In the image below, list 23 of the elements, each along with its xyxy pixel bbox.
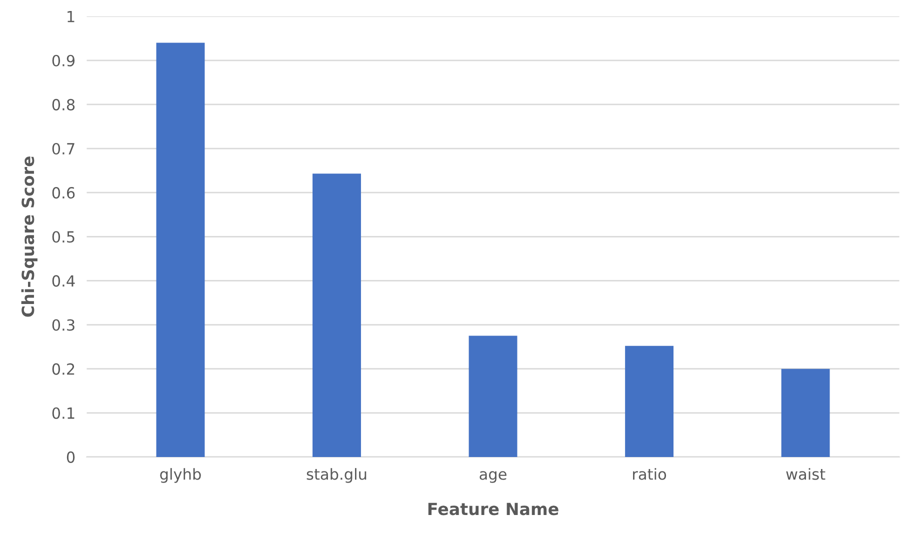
- y-tick-label: 0.7: [52, 142, 74, 155]
- x-tick-label: glyhb: [160, 468, 201, 483]
- x-tick-label: waist: [786, 468, 826, 480]
- x-tick-label: ratio: [633, 468, 666, 480]
- x-tick-label: stab.glu: [306, 468, 366, 483]
- y-tick-label: 0.6: [52, 187, 75, 199]
- bar: [312, 174, 361, 457]
- x-axis-title: Feature Name: [428, 502, 558, 516]
- y-tick-label: 0: [66, 451, 75, 463]
- y-tick-label: 0.1: [52, 407, 74, 419]
- x-tick-label: age: [480, 471, 506, 483]
- y-tick-label: 0.3: [52, 319, 74, 331]
- y-tick-label: 0.4: [52, 275, 75, 287]
- y-tick-label: 0.2: [52, 363, 74, 375]
- bar: [156, 42, 205, 457]
- y-tick-label: 0.8: [52, 98, 75, 110]
- bar: [781, 368, 830, 457]
- y-tick-label: 0.5: [52, 231, 74, 243]
- y-tick-label: 1: [68, 10, 74, 22]
- bar: [468, 336, 518, 457]
- y-axis-title: Chi-Square Score: [21, 156, 38, 317]
- bar: [625, 346, 674, 457]
- y-tick-label: 0.9: [52, 54, 75, 66]
